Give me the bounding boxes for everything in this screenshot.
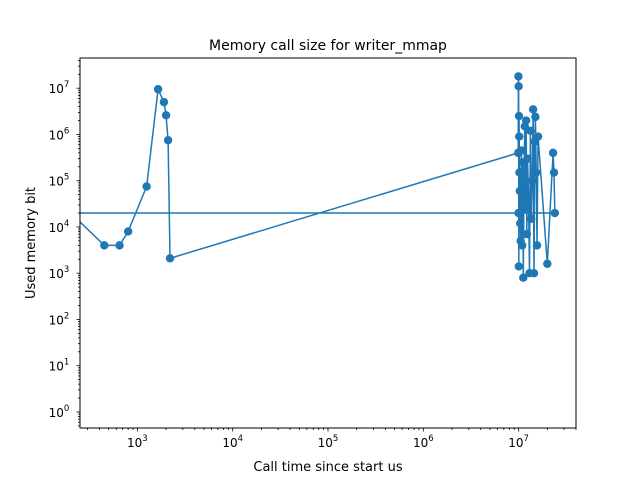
data-point (514, 111, 524, 121)
data-point (550, 208, 560, 218)
data-point (153, 85, 163, 94)
data-point (161, 111, 171, 120)
data-point (123, 227, 133, 236)
data-point (532, 241, 542, 250)
data-point (524, 190, 533, 199)
data-point (100, 241, 109, 250)
data-point (515, 186, 525, 196)
data-point (163, 136, 173, 145)
data-point (521, 204, 530, 213)
data-point (521, 116, 531, 125)
data-point (516, 219, 525, 228)
data-point (532, 168, 541, 177)
data-point (527, 214, 536, 224)
data-point (543, 259, 552, 268)
data-point (528, 105, 538, 114)
y-axis-label: Used memory bit (24, 187, 39, 299)
data-point (522, 229, 532, 239)
data-point (517, 146, 526, 155)
data-point (159, 97, 169, 107)
data-point (528, 176, 537, 185)
data-point (533, 132, 543, 141)
data-point (142, 182, 151, 191)
data-point (529, 269, 539, 278)
data-point (517, 241, 527, 250)
plot-area (80, 72, 560, 282)
data-point (526, 126, 535, 135)
data-point (531, 112, 540, 122)
data-point (515, 132, 524, 141)
data-point (514, 262, 524, 271)
data-point (548, 148, 558, 158)
data-point (523, 154, 532, 163)
data-point (518, 194, 528, 204)
data-point (549, 168, 559, 177)
series-layer (80, 72, 560, 282)
chart-title: Memory call size for writer_mmap (209, 38, 447, 54)
data-point (514, 208, 523, 218)
x-axis-label: Call time since start us (253, 460, 402, 475)
data-point (115, 241, 124, 250)
data-point (514, 82, 523, 91)
data-point (165, 254, 175, 263)
data-point (519, 172, 529, 182)
data-point (514, 72, 523, 81)
data-point (519, 273, 528, 282)
